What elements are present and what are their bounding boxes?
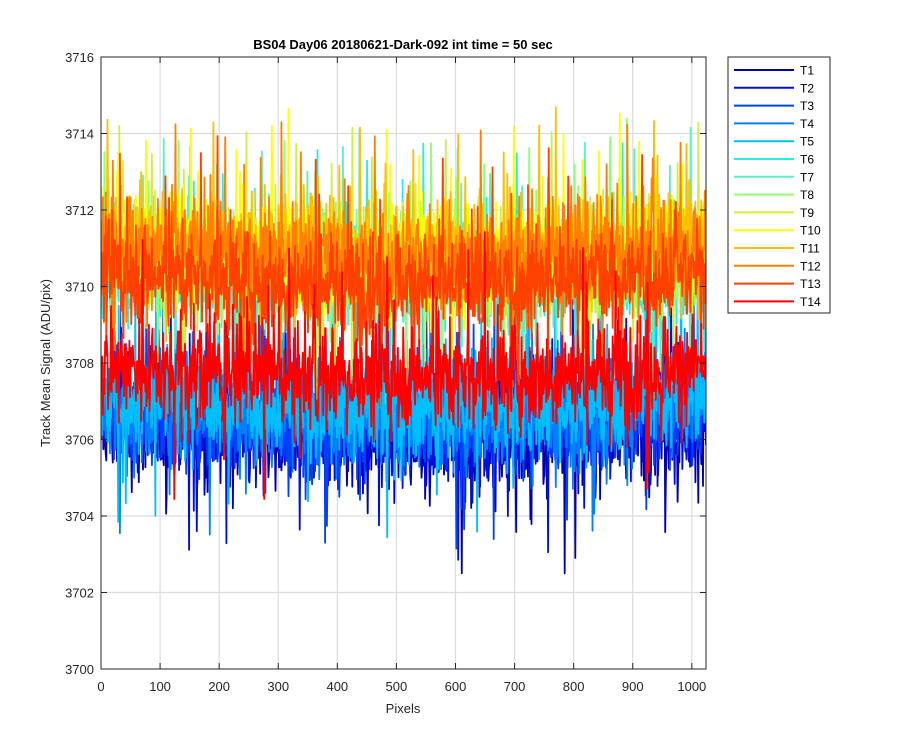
y-tick-label: 3714: [65, 127, 94, 142]
legend-label: T13: [800, 277, 821, 291]
x-axis: 0 100 200 300 400 500 600 700 800 900 1000: [97, 57, 706, 694]
y-tick-label: 3704: [65, 509, 94, 524]
x-tick-label: 1000: [677, 679, 706, 694]
y-tick-label: 3706: [65, 433, 94, 448]
legend-label: T11: [800, 242, 820, 256]
legend-label: T8: [800, 188, 814, 202]
legend-label: T1: [800, 64, 814, 78]
legend-label: T5: [800, 135, 814, 149]
legend-label: T3: [800, 99, 814, 113]
y-tick-label: 3710: [65, 280, 94, 295]
legend-label: T7: [800, 170, 814, 184]
legend-label: T9: [800, 206, 814, 220]
x-tick-label: 200: [208, 679, 230, 694]
legend-label: T2: [800, 81, 814, 95]
x-axis-label: Pixels: [386, 701, 421, 716]
y-axis: 3700 3702 3704 3706 3708 3710 3712 3714 3716: [65, 50, 706, 677]
legend-label: T4: [800, 117, 814, 131]
y-tick-label: 3712: [65, 203, 94, 218]
y-tick-label: 3716: [65, 50, 94, 65]
x-tick-label: 600: [445, 679, 467, 694]
x-tick-label: 900: [622, 679, 644, 694]
legend-box: [727, 56, 831, 314]
series-lines: [101, 106, 706, 575]
x-tick-label: 100: [149, 679, 171, 694]
chart-title: BS04 Day06 20180621-Dark-092 int time = …: [253, 37, 553, 52]
x-tick-label: 0: [97, 679, 104, 694]
legend-label: T10: [800, 224, 821, 238]
y-tick-label: 3702: [65, 586, 94, 601]
y-axis-label: Track Mean Signal (ADU/pix): [38, 279, 53, 447]
y-tick-label: 3708: [65, 356, 94, 371]
series-line-t14: [101, 230, 706, 501]
x-tick-label: 400: [326, 679, 348, 694]
legend-label: T6: [800, 153, 814, 167]
x-tick-label: 500: [386, 679, 408, 694]
legend-label: T12: [800, 259, 821, 273]
legend-label: T14: [800, 295, 821, 309]
legend: T1 T2 T3 T4 T5 T6 T7 T8 T9 T10 T11 T12 T13 T14: [727, 56, 831, 314]
series-line-t13: [101, 135, 706, 411]
x-tick-label: 700: [504, 679, 526, 694]
y-tick-label: 3700: [65, 662, 94, 677]
x-tick-label: 300: [267, 679, 289, 694]
x-tick-label: 800: [563, 679, 585, 694]
